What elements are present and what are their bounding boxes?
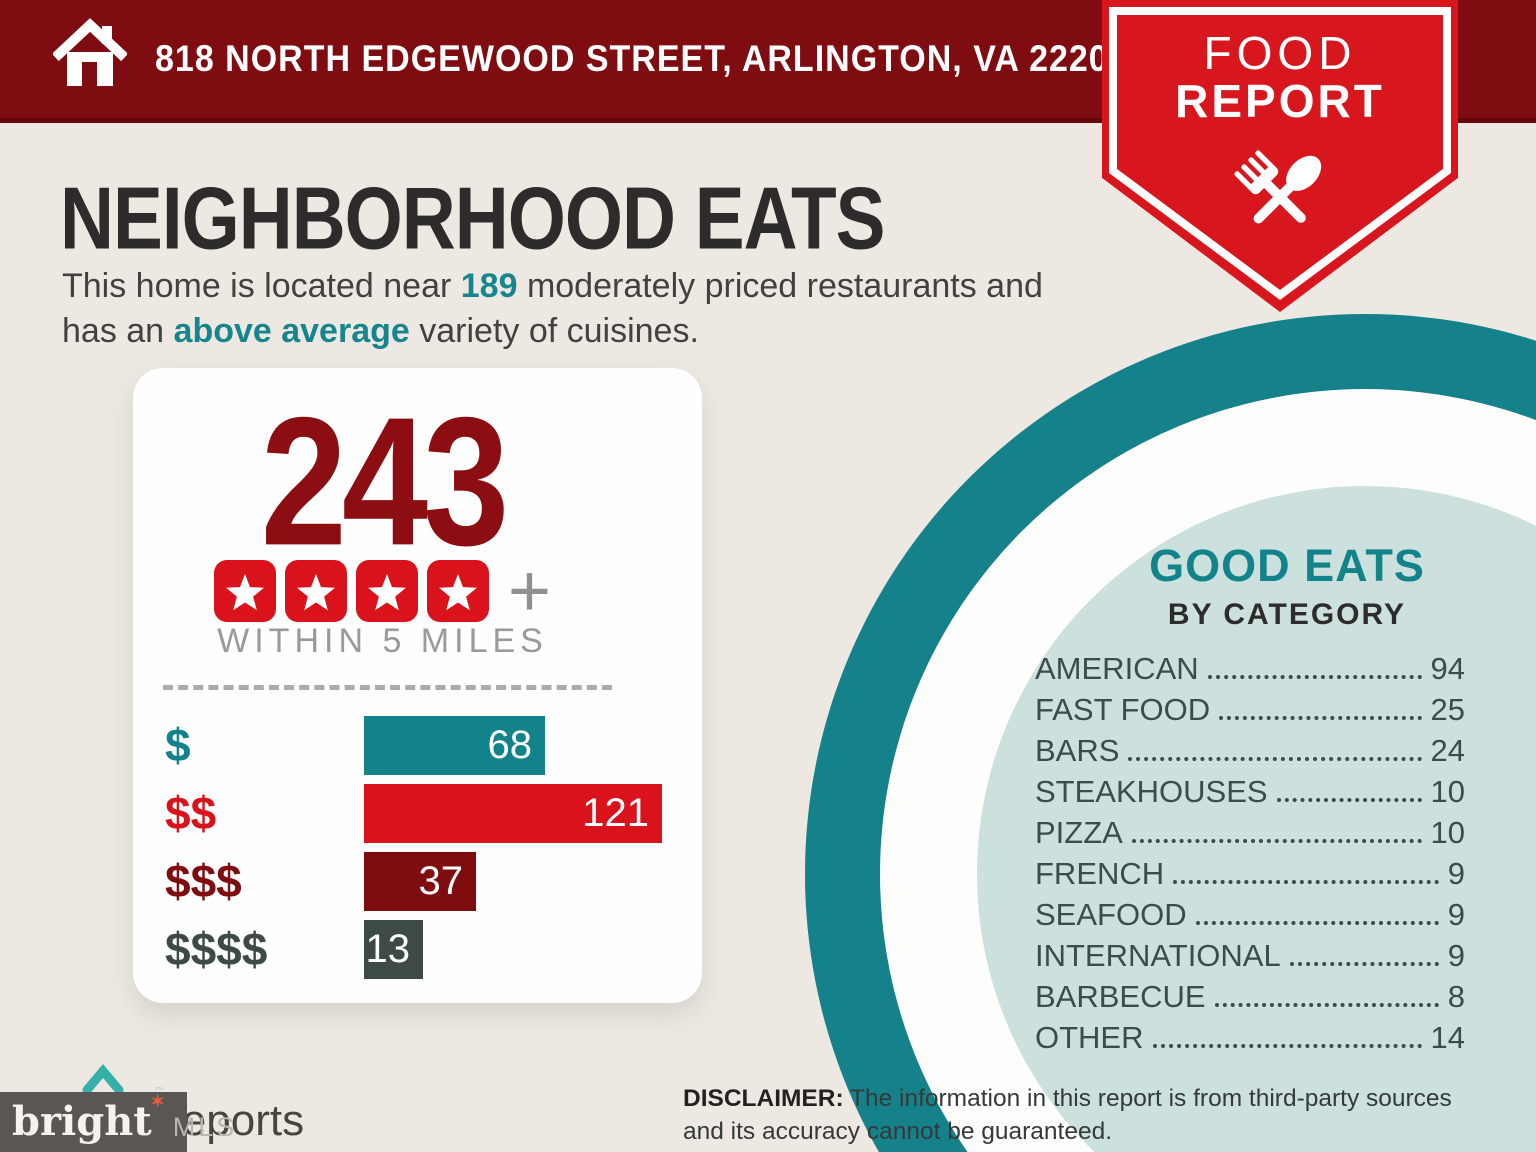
disclaimer: DISCLAIMER: The information in this repo… — [683, 1082, 1483, 1148]
category-row: INTERNATIONAL 9 — [1035, 933, 1465, 974]
restaurant-count: 189 — [460, 267, 518, 305]
category-label: AMERICAN — [1035, 651, 1199, 686]
category-row: STEAKHOUSES 10 — [1035, 769, 1465, 810]
price-tier-label: $$ — [165, 787, 217, 839]
variety-phrase: above average — [173, 311, 410, 350]
category-row: FAST FOOD 25 — [1035, 687, 1465, 728]
dotted-leader — [1128, 757, 1422, 761]
category-row: BARS 24 — [1035, 728, 1465, 769]
dotted-leader — [1152, 1044, 1422, 1048]
subtitle-suffix: variety of cuisines. — [409, 311, 699, 350]
house-roof-icon — [82, 1064, 124, 1097]
category-label: INTERNATIONAL — [1035, 938, 1281, 973]
dotted-leader — [1289, 962, 1439, 966]
category-row: AMERICAN 94 — [1035, 646, 1465, 687]
page-title: NEIGHBORHOOD EATS — [60, 169, 885, 269]
price-tier-row: $$$$ 13 — [163, 920, 672, 988]
dotted-leader — [1195, 921, 1439, 925]
category-count: 9 — [1447, 938, 1465, 973]
ribbon-outline — [1109, 7, 1451, 300]
home-icon — [51, 16, 129, 101]
category-label: BARS — [1035, 733, 1120, 768]
bright-mls-watermark: bright ✶ ™ MLS — [0, 1085, 234, 1152]
subtitle-prefix: This home is located near — [62, 267, 461, 305]
star-icon — [284, 560, 347, 622]
price-tier-label: $$$$ — [165, 923, 268, 975]
dotted-leader — [1131, 839, 1422, 843]
category-count: 10 — [1430, 774, 1465, 809]
category-label: SEAFOOD — [1035, 897, 1187, 932]
trademark-symbol: ™ — [153, 1085, 165, 1098]
category-count: 14 — [1430, 1020, 1465, 1055]
dotted-leader — [1276, 798, 1422, 802]
category-label: FAST FOOD — [1035, 692, 1211, 727]
category-row: PIZZA 10 — [1035, 810, 1465, 851]
property-address: 818 NORTH EDGEWOOD STREET, ARLINGTON, VA… — [155, 37, 1129, 79]
category-count: 25 — [1430, 692, 1465, 727]
price-tier-label: $ — [165, 719, 191, 771]
total-restaurant-count: 243 — [260, 379, 510, 584]
price-tier-bar-chart: $68 $$ 121 $$$ 37 $$$$ 13 — [163, 716, 672, 988]
dotted-leader — [1219, 716, 1422, 720]
ribbon-title-line1: FOOD — [1203, 27, 1357, 79]
category-row: OTHER 14 — [1035, 1015, 1465, 1056]
disclaimer-text: The information in this report is from t… — [683, 1085, 1452, 1146]
stats-card: 243 + WITHIN 5 MILES $68 $$ 121 $$$ 37 $$$$ 13 — [133, 368, 702, 1003]
category-count: 24 — [1430, 733, 1465, 768]
rating-stars: + — [133, 549, 632, 632]
price-tier-bar: 13 — [364, 920, 423, 979]
category-count: 9 — [1447, 856, 1465, 891]
mls-label: MLS — [172, 1111, 238, 1142]
good-eats-circle — [805, 314, 1536, 1152]
dotted-leader — [1214, 1003, 1439, 1007]
dotted-leader — [1173, 880, 1439, 884]
subtitle-mid: moderately priced restaurants and has an — [62, 267, 1043, 350]
price-tier-row: $$$ 37 — [163, 852, 672, 920]
crossed-spoon-fork-icon — [1234, 150, 1322, 224]
category-row: BARBECUE 8 — [1035, 974, 1465, 1015]
category-list: AMERICAN 94 FAST FOOD 25 BARS 24 STEAKHOUSES 10… — [1035, 646, 1465, 1056]
category-label: STEAKHOUSES — [1035, 774, 1268, 809]
good-eats-title: GOOD EATS — [1149, 540, 1425, 591]
category-count: 8 — [1447, 979, 1465, 1014]
category-count: 9 — [1447, 897, 1465, 932]
good-eats-subtitle: BY CATEGORY — [1167, 598, 1407, 631]
star-icon — [213, 560, 276, 622]
category-label: FRENCH — [1035, 856, 1165, 891]
category-label: OTHER — [1035, 1020, 1144, 1055]
disclaimer-label: DISCLAIMER: — [683, 1085, 844, 1112]
category-row: FRENCH 9 — [1035, 851, 1465, 892]
category-count: 94 — [1430, 651, 1465, 686]
brand-wordmark: bright ✶ ™ — [12, 1085, 165, 1145]
price-tier-bar: 121 — [364, 784, 662, 843]
dashed-divider — [163, 685, 612, 690]
ribbon-title-line2: REPORT — [1175, 75, 1385, 127]
category-row: SEAFOOD 9 — [1035, 892, 1465, 933]
price-tier-label: $$$ — [165, 855, 242, 907]
price-tier-bar: 68 — [364, 716, 545, 775]
category-label: BARBECUE — [1035, 979, 1206, 1014]
category-count: 10 — [1430, 815, 1465, 850]
food-report-ribbon: FOOD REPORT — [1102, 0, 1458, 312]
dotted-leader — [1207, 675, 1422, 679]
intro-subtitle: This home is located near 189 moderately… — [62, 264, 1072, 354]
category-label: PIZZA — [1035, 815, 1123, 850]
four-point-star-icon: ✶ — [150, 1092, 165, 1112]
plus-icon: + — [507, 549, 552, 632]
star-icon — [426, 560, 489, 622]
price-tier-row: $$ 121 — [163, 784, 672, 852]
good-eats-heading: GOOD EATS BY CATEGORY — [1037, 540, 1536, 632]
price-tier-bar: 37 — [364, 852, 476, 911]
price-tier-row: $68 — [163, 716, 672, 784]
radius-label: WITHIN 5 MILES — [217, 622, 548, 660]
star-icon — [355, 560, 418, 622]
